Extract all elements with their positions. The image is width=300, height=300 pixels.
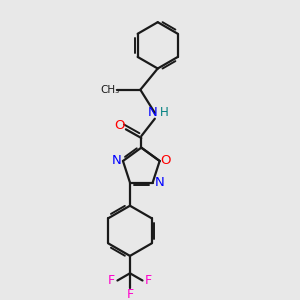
Text: CH₃: CH₃ [101, 85, 120, 95]
Text: N: N [111, 154, 121, 167]
Text: F: F [145, 274, 152, 287]
Text: N: N [154, 176, 164, 189]
Text: O: O [160, 154, 171, 166]
Text: F: F [126, 288, 134, 300]
Text: F: F [108, 274, 115, 287]
Text: O: O [114, 119, 124, 132]
Text: N: N [148, 106, 158, 119]
Text: H: H [160, 106, 169, 119]
